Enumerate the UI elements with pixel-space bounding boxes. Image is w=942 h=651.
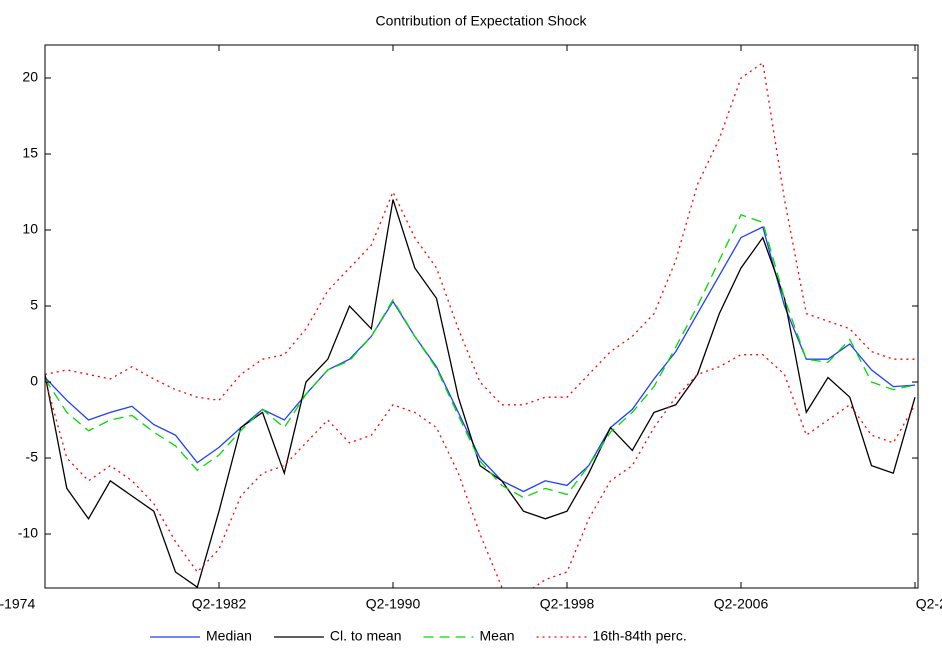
legend-label: 16th-84th perc. — [593, 628, 687, 644]
y-tick-label: -5 — [26, 449, 39, 465]
plot-frame — [44, 44, 919, 589]
series-line — [45, 199, 916, 588]
x-tick-label: Q2-1974 — [0, 596, 35, 612]
x-tick-label: Q2-1998 — [540, 596, 595, 612]
y-tick-label: -10 — [18, 525, 38, 541]
x-tick-label: Q2-2014 — [916, 596, 942, 612]
y-tick-label: 20 — [22, 69, 38, 85]
x-tick-label: Q2-1990 — [366, 596, 421, 612]
chart-title: Contribution of Expectation Shock — [376, 13, 588, 29]
series-line — [45, 213, 916, 499]
series-line — [45, 226, 916, 493]
legend-label: Cl. to mean — [330, 628, 402, 644]
series-line — [45, 61, 915, 406]
plot-area — [45, 61, 916, 588]
x-tick-label: Q2-1982 — [192, 596, 247, 612]
series-line — [45, 354, 916, 588]
y-tick-label: 10 — [22, 221, 38, 237]
y-tick-label: 15 — [22, 145, 38, 161]
x-tick-label: Q2-2006 — [714, 596, 769, 612]
legend-label: Median — [206, 628, 252, 644]
legend-label: Mean — [480, 628, 515, 644]
y-tick-label: 5 — [30, 297, 38, 313]
y-tick-label: 0 — [30, 373, 38, 389]
